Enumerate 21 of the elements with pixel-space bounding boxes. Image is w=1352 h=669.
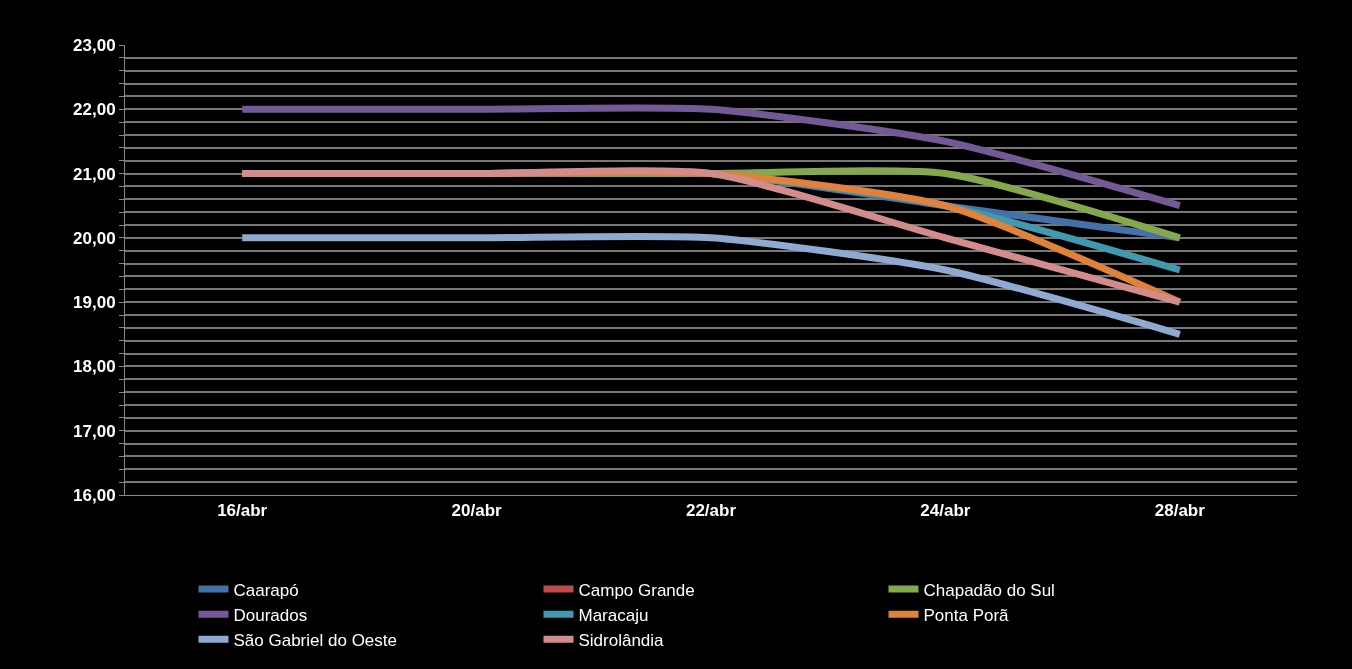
x-tick-label: 22/abr [685,501,737,521]
legend-label: Sidrolândia [578,630,665,650]
y-tick-label: 16,00 [73,485,116,505]
legend-label: São Gabriel do Oeste [233,630,397,650]
x-tick-label: 16/abr [217,501,268,521]
legend-label: Dourados [233,605,308,625]
x-tick-label: 28/abr [1154,501,1206,521]
y-tick-label: 20,00 [73,228,116,248]
y-tick-label: 23,00 [73,35,116,55]
legend-label: Chapadão do Sul [923,580,1055,600]
y-tick-label: 21,00 [73,164,116,184]
y-tick-label: 19,00 [73,293,116,313]
x-tick-label: 24/abr [920,501,971,521]
x-tick-label: 20/abr [451,501,503,521]
y-tick-label: 22,00 [73,100,116,120]
legend-label: Caarapó [233,580,299,600]
y-tick-label: 18,00 [73,357,116,377]
legend-label: Campo Grande [578,580,695,600]
legend-label: Maracaju [578,605,649,625]
y-tick-label: 17,00 [73,421,116,441]
legend-label: Ponta Porã [923,605,1010,625]
